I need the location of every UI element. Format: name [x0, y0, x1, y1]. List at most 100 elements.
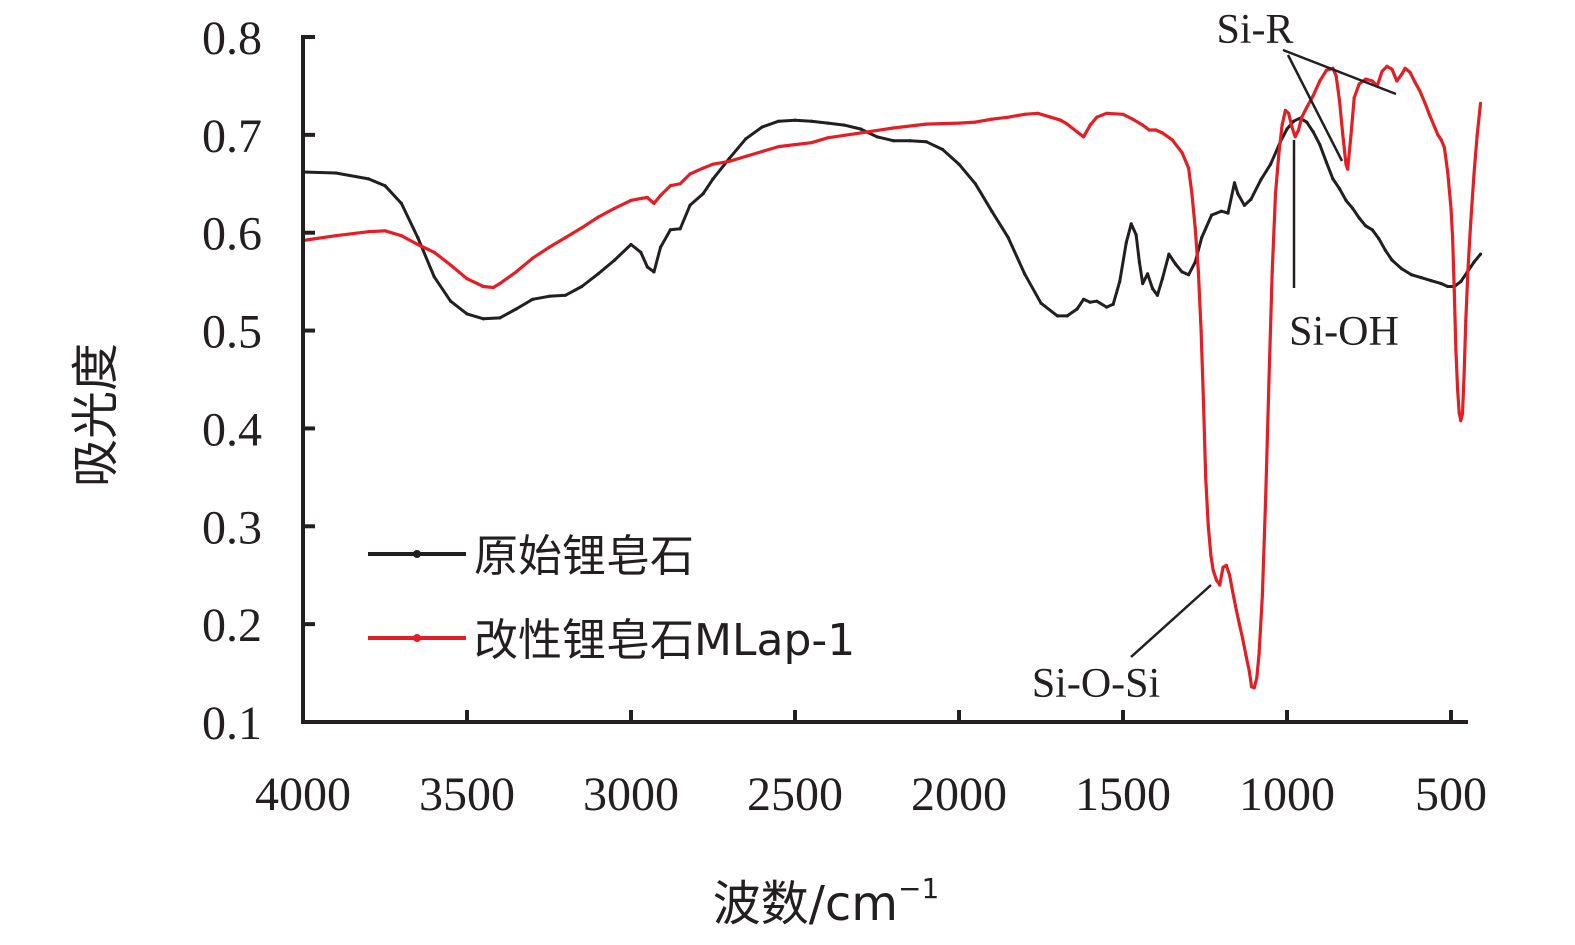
- series-0-point-94: [1364, 224, 1368, 228]
- ticks-layer: 0.1 0.2 0.3 0.4 0.5 0.6 0.7 0.8 4000 3500 3000 2500…: [202, 12, 1487, 821]
- y-tick-label-2: 0.3: [202, 501, 262, 554]
- series-1-point-81: [1247, 669, 1251, 673]
- series-0-point-27: [711, 177, 715, 181]
- series-0-point-98: [1390, 258, 1394, 262]
- series-1-point-113: [1370, 79, 1374, 83]
- annotation-2-leader-0: [1130, 584, 1212, 658]
- series-0-point-1: [334, 171, 338, 175]
- series-1-point-131: [1449, 206, 1453, 210]
- series-1-point-6: [432, 250, 436, 254]
- series-0-point-38: [891, 139, 896, 143]
- series-1-point-4: [399, 234, 403, 238]
- legend-marker-0: [413, 550, 421, 558]
- series-1-point-92: [1280, 123, 1284, 127]
- series-0-point-71: [1200, 236, 1204, 240]
- series-1-point-8: [465, 277, 469, 281]
- series-0-point-70: [1193, 260, 1197, 264]
- series-0-point-88: [1324, 160, 1328, 164]
- series-1-point-101: [1318, 79, 1322, 83]
- series-1-point-71: [1214, 578, 1219, 582]
- series-0-point-53: [1095, 299, 1099, 303]
- series-0-point-58: [1129, 222, 1133, 226]
- x-tick-label-0: 4000: [255, 768, 351, 821]
- series-1-point-68: [1206, 524, 1210, 528]
- series-0-point-54: [1105, 305, 1109, 309]
- series-0-point-63: [1150, 286, 1155, 291]
- series-1-point-127: [1436, 133, 1440, 137]
- series-0-point-4: [399, 201, 403, 205]
- series-0-point-46: [1023, 272, 1027, 276]
- series-1-point-64: [1196, 270, 1200, 274]
- series-0-point-61: [1141, 282, 1145, 286]
- series-1-point-116: [1385, 64, 1389, 68]
- series-1-point-57: [1154, 128, 1158, 132]
- series-1-point-143: [1472, 172, 1476, 176]
- series-1-point-89: [1270, 270, 1274, 274]
- series-0-point-75: [1232, 181, 1237, 185]
- series-0-point-67: [1173, 262, 1178, 266]
- series-0-point-22: [658, 245, 663, 249]
- series-0-point-66: [1167, 252, 1171, 256]
- series-0-point-73: [1219, 209, 1223, 213]
- series-0-point-69: [1187, 273, 1191, 277]
- series-0-point-7: [449, 299, 453, 303]
- series-1-point-19: [629, 198, 633, 202]
- series-0-point-9: [481, 317, 485, 321]
- series-points-1: [301, 64, 1483, 690]
- series-1-point-37: [891, 126, 896, 130]
- series-0-point-23: [668, 228, 673, 232]
- series-0-point-6: [432, 275, 436, 279]
- series-1-point-72: [1218, 583, 1222, 587]
- x-axis-title-superscript: −1: [898, 872, 939, 905]
- y-tick-label-7: 0.8: [202, 12, 262, 65]
- series-0-point-2: [367, 177, 371, 181]
- annotation-1-label: Si-OH: [1289, 309, 1399, 355]
- annotation-2-label: Si-O-Si: [1032, 661, 1160, 707]
- series-1-point-23: [658, 193, 663, 198]
- y-tick-label-1: 0.2: [202, 599, 262, 652]
- annotations-layer: Si-R Si-OH Si-O-Si: [1032, 7, 1399, 707]
- series-1-point-3: [383, 229, 387, 233]
- series-1-point-111: [1357, 82, 1361, 86]
- series-1-point-94: [1287, 111, 1291, 115]
- series-1-point-145: [1478, 101, 1483, 106]
- series-1-point-77: [1234, 607, 1238, 612]
- series-1-point-106: [1341, 133, 1345, 137]
- series-0-point-29: [744, 137, 748, 141]
- series-0-point-16: [596, 272, 600, 276]
- series-0-point-90: [1337, 187, 1342, 191]
- series-1-point-43: [1023, 112, 1027, 116]
- series-0-point-19: [639, 250, 643, 254]
- series-1-point-25: [678, 182, 682, 186]
- series-1-point-123: [1418, 89, 1422, 93]
- series-0-point-33: [809, 119, 814, 123]
- series-0-point-13: [547, 294, 551, 298]
- x-tick-label-1: 3500: [419, 768, 515, 821]
- series-1-point-45: [1049, 115, 1053, 119]
- series-1-point-112: [1364, 77, 1368, 81]
- series-0-point-76: [1236, 192, 1240, 196]
- series-1-point-86: [1260, 593, 1264, 597]
- series-1-point-110: [1352, 96, 1356, 100]
- series-1-point-120: [1403, 66, 1407, 70]
- series-1-point-15: [563, 236, 568, 240]
- series-1-point-61: [1187, 166, 1191, 170]
- series-0-point-96: [1377, 237, 1381, 241]
- series-0-point-97: [1383, 248, 1387, 252]
- series-1-point-82: [1250, 685, 1254, 689]
- series-0-point-56: [1118, 280, 1122, 284]
- series-1-point-18: [613, 206, 617, 210]
- series-1-point-85: [1257, 651, 1261, 656]
- series-1-point-129: [1442, 146, 1446, 150]
- series-line-0: [301, 116, 1482, 321]
- series-0-point-64: [1155, 293, 1159, 297]
- series-0-point-101: [1419, 276, 1424, 280]
- series-1-point-46: [1059, 118, 1063, 122]
- series-1-point-42: [1006, 115, 1010, 119]
- series-0-point-109: [1478, 252, 1483, 256]
- series-1-point-44: [1036, 111, 1040, 115]
- series-0-point-92: [1351, 206, 1355, 210]
- series-1-point-49: [1082, 135, 1086, 139]
- series-0-point-28: [727, 156, 732, 160]
- series-1-point-22: [652, 201, 656, 205]
